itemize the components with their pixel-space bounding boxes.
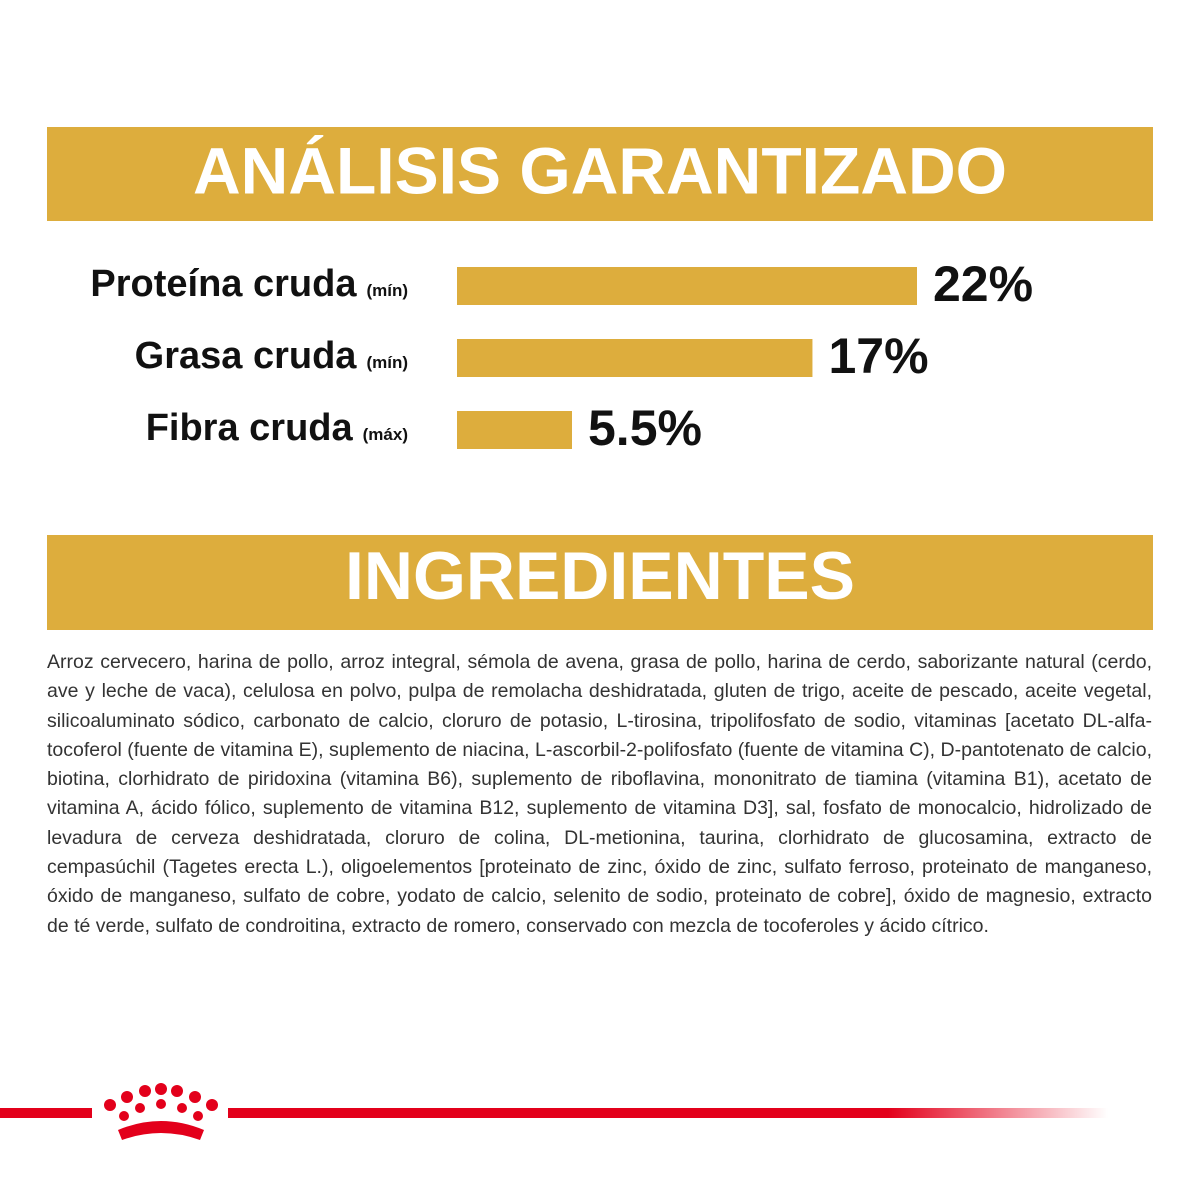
- crown: [104, 1083, 218, 1140]
- category-name: Proteína cruda: [90, 263, 357, 305]
- value-label: 5.5%: [588, 400, 702, 456]
- value-label: 17%: [828, 328, 928, 384]
- category-name: Grasa cruda: [135, 335, 358, 377]
- logo: [0, 1083, 1108, 1140]
- banner: [47, 535, 1153, 630]
- category-label: Grasa cruda (mín): [135, 335, 408, 377]
- bar: [457, 411, 572, 449]
- category-qualifier: (máx): [363, 425, 408, 444]
- ingredients-title: INGREDIENTES: [345, 538, 855, 614]
- value-label: 22%: [933, 256, 1033, 312]
- logo-line: [0, 1108, 92, 1118]
- category-qualifier: (mín): [366, 281, 408, 300]
- category-label: Proteína cruda (mín): [90, 263, 408, 305]
- bar: [457, 267, 917, 305]
- analysis-title: ANÁLISIS GARANTIZADO: [193, 133, 1007, 207]
- bar: [457, 339, 813, 377]
- ingredients-text: Arroz cervecero, harina de pollo, arroz …: [47, 651, 1152, 937]
- logo-line: [228, 1108, 1108, 1118]
- category-label: Fibra cruda (máx): [146, 407, 408, 449]
- banner: [47, 127, 1153, 221]
- category-qualifier: (mín): [366, 353, 408, 372]
- category-name: Fibra cruda: [146, 407, 354, 449]
- chart: Proteína cruda (mín) 22% Grasa cruda (mín) 17…: [90, 256, 1033, 456]
